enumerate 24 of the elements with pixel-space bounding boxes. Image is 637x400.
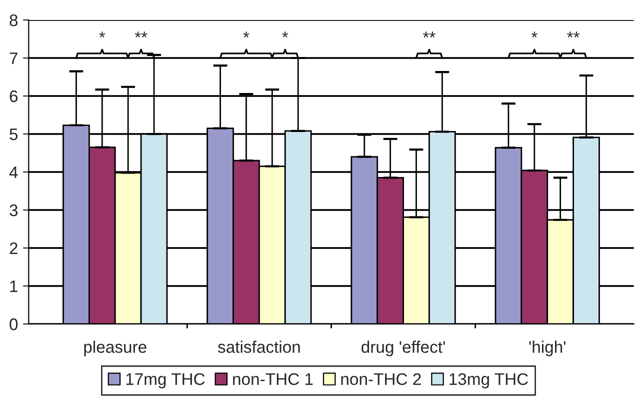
y-tick-label: 4 [9, 166, 18, 178]
x-tick-label: satisfaction [218, 340, 300, 353]
annotation: * [282, 32, 288, 38]
annotation: * [531, 32, 538, 38]
y-tick-label: 2 [10, 242, 18, 254]
annotation: ** [134, 32, 148, 38]
annotation: ** [567, 32, 580, 38]
legend-label: non-THC 2 [341, 373, 421, 386]
x-tick-label: 'high' [529, 340, 566, 356]
x-tick-label: pleasure [84, 340, 146, 356]
annotation: ** [423, 32, 436, 38]
annotation: * [99, 32, 106, 38]
y-tick-label: 3 [10, 204, 18, 216]
y-tick-label: 5 [10, 128, 18, 140]
y-tick-label: 0 [10, 318, 18, 330]
y-tick-label: 8 [10, 14, 18, 26]
legend-label: 13mg THC [450, 373, 528, 388]
y-tick-label: 6 [10, 90, 18, 102]
y-tick-label: 7 [10, 52, 18, 64]
y-tick-label: 1 [10, 280, 18, 292]
x-tick-label: drug 'effect' [362, 340, 445, 356]
legend-label: 17mg THC [126, 373, 205, 388]
annotation: * [243, 32, 250, 38]
legend-label: non-THC 1 [233, 373, 313, 386]
